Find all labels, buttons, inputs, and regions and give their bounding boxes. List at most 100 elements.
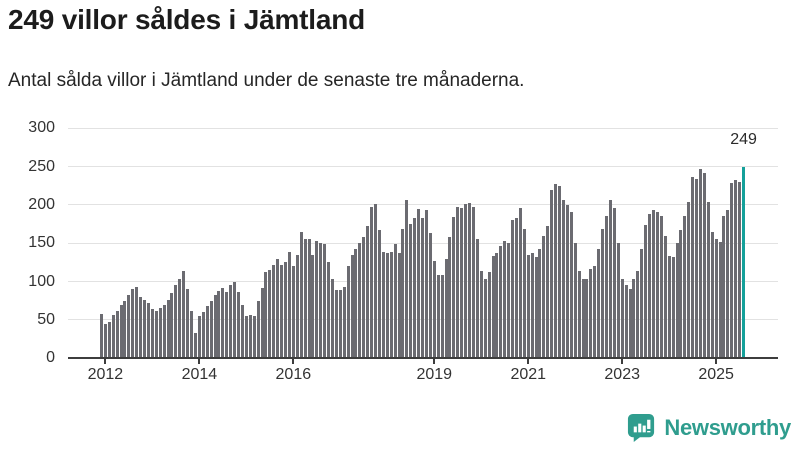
bar — [710, 231, 714, 359]
bar — [131, 289, 135, 359]
bar — [444, 258, 448, 359]
x-axis-tick — [292, 358, 295, 364]
bar — [648, 214, 652, 359]
bar — [127, 295, 131, 359]
bar — [675, 243, 679, 359]
bar — [452, 217, 456, 359]
bar — [205, 306, 209, 359]
bar — [276, 258, 280, 359]
bar — [260, 287, 264, 359]
bar — [240, 304, 244, 359]
bar — [409, 224, 413, 359]
bar — [460, 208, 464, 359]
bar — [730, 182, 734, 359]
bar — [115, 310, 119, 359]
y-axis-label: 300 — [28, 119, 55, 137]
bar — [397, 253, 401, 359]
bar — [119, 304, 123, 359]
chart-title: 249 villor såldes i Jämtland — [8, 4, 366, 35]
bar — [284, 261, 287, 359]
bar — [166, 300, 170, 359]
bar — [432, 260, 436, 359]
bar — [229, 285, 233, 359]
bar — [338, 290, 342, 359]
bar — [264, 272, 268, 359]
bar — [421, 218, 425, 359]
bar — [135, 287, 139, 359]
bar — [123, 300, 127, 359]
bar — [221, 287, 225, 359]
bar — [734, 180, 738, 359]
bar — [197, 316, 201, 359]
bar — [174, 285, 178, 359]
bar — [491, 255, 495, 359]
bar — [362, 237, 366, 359]
bar — [640, 248, 644, 359]
bar — [213, 294, 217, 359]
bar — [424, 210, 428, 359]
bar — [311, 254, 315, 359]
bar — [534, 257, 538, 359]
x-axis-label: 2012 — [87, 366, 124, 384]
bar — [354, 248, 358, 359]
bar — [256, 300, 260, 359]
bar — [201, 312, 205, 359]
bar — [393, 244, 397, 359]
bar — [190, 310, 194, 359]
bar — [706, 201, 710, 359]
bar — [683, 216, 687, 359]
bar — [652, 209, 655, 359]
x-axis-tick — [527, 358, 530, 364]
x-axis-label: 2025 — [698, 366, 734, 384]
x-axis-label: 2021 — [510, 366, 547, 384]
bar — [186, 289, 190, 359]
bar — [162, 304, 166, 359]
bar — [370, 206, 374, 359]
bar — [464, 204, 468, 359]
bar — [377, 230, 381, 359]
bar — [632, 279, 636, 359]
bar — [612, 208, 616, 359]
x-axis-tick — [433, 358, 436, 364]
bar — [111, 314, 115, 359]
bar — [401, 228, 405, 359]
bar — [323, 244, 327, 359]
bar — [233, 281, 237, 359]
bar — [139, 296, 143, 359]
bar — [389, 251, 393, 359]
bar — [695, 178, 699, 359]
bar — [475, 238, 479, 359]
bar — [585, 279, 589, 359]
bar — [616, 242, 620, 359]
bar — [146, 303, 150, 359]
y-axis-label: 150 — [28, 234, 55, 252]
bar — [350, 254, 354, 359]
bar — [691, 177, 695, 359]
bar — [518, 208, 522, 359]
bar — [291, 266, 295, 359]
bar — [671, 257, 675, 359]
y-axis-label: 0 — [46, 349, 55, 367]
bar — [514, 218, 518, 359]
bar — [702, 172, 706, 359]
bar — [248, 314, 252, 359]
highlight-value-label: 249 — [730, 131, 757, 148]
bar — [573, 242, 577, 359]
bar — [150, 309, 154, 359]
bar — [479, 270, 483, 359]
bar — [334, 290, 338, 359]
bar — [699, 168, 702, 359]
bar — [471, 206, 475, 359]
bar — [413, 218, 417, 359]
y-axis-label: 50 — [37, 310, 55, 328]
bar — [608, 199, 612, 359]
bar — [526, 254, 530, 359]
chart-subtitle: Antal sålda villor i Jämtland under de s… — [8, 70, 525, 91]
bar — [217, 290, 221, 359]
bar — [237, 291, 241, 359]
bar — [307, 238, 311, 359]
bar — [182, 270, 186, 359]
bar — [687, 201, 691, 359]
bar — [440, 274, 444, 359]
